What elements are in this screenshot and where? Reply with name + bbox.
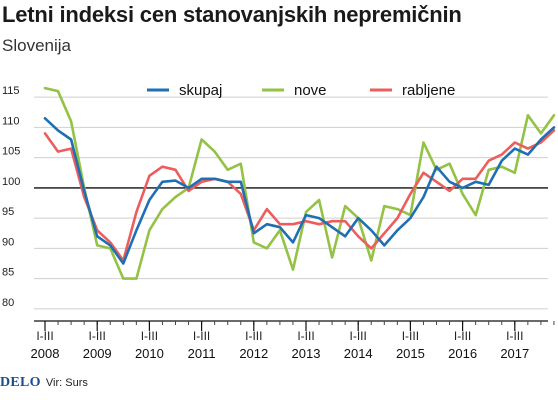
footer: DELO Vir: Surs — [0, 373, 88, 391]
legend-label-rabljene: rabljene — [402, 82, 455, 99]
quarter-label: I-III — [89, 329, 106, 343]
series-line-skupaj — [43, 117, 556, 265]
legend-label-skupaj: skupaj — [179, 82, 222, 99]
quarter-label: I-III — [350, 329, 367, 343]
y-tick-label: 115 — [2, 85, 20, 97]
year-label-2010: 2010 — [135, 346, 164, 361]
quarter-label: I-III — [36, 329, 53, 343]
y-tick-label: 105 — [2, 146, 20, 158]
year-label-2012: 2012 — [239, 346, 268, 361]
y-tick-label: 95 — [2, 206, 14, 218]
year-label-2016: 2016 — [448, 346, 477, 361]
year-label-2014: 2014 — [344, 346, 373, 361]
source-note: Vir: Surs — [45, 377, 88, 389]
quarter-label: I-III — [193, 329, 210, 343]
year-label-2011: 2011 — [188, 346, 216, 361]
y-tick-label: 90 — [2, 236, 14, 248]
quarter-label: I-III — [245, 329, 262, 343]
year-label-2009: 2009 — [83, 346, 112, 361]
year-label-2017: 2017 — [500, 346, 529, 361]
y-tick-label: 80 — [2, 297, 14, 309]
quarter-label: I-III — [506, 329, 523, 343]
series-line-rabljene — [43, 129, 556, 262]
y-tick-label: 100 — [2, 176, 20, 188]
year-label-2008: 2008 — [31, 346, 60, 361]
year-label-2015: 2015 — [396, 346, 425, 361]
publisher-logo: DELO — [0, 375, 41, 390]
chart-title: Letni indeksi cen stanovanjskih nepremič… — [2, 2, 462, 27]
quarter-label: I-III — [297, 329, 314, 343]
y-tick-label: 85 — [2, 267, 14, 279]
series-line-nove — [43, 86, 556, 280]
year-label-2013: 2013 — [292, 346, 321, 361]
legend-label-nove: nove — [294, 82, 327, 99]
chart-subtitle: Slovenija — [2, 36, 71, 55]
quarter-label: I-III — [402, 329, 419, 343]
quarter-label: I-III — [454, 329, 471, 343]
quarter-label: I-III — [141, 329, 158, 343]
y-tick-label: 110 — [2, 115, 20, 127]
